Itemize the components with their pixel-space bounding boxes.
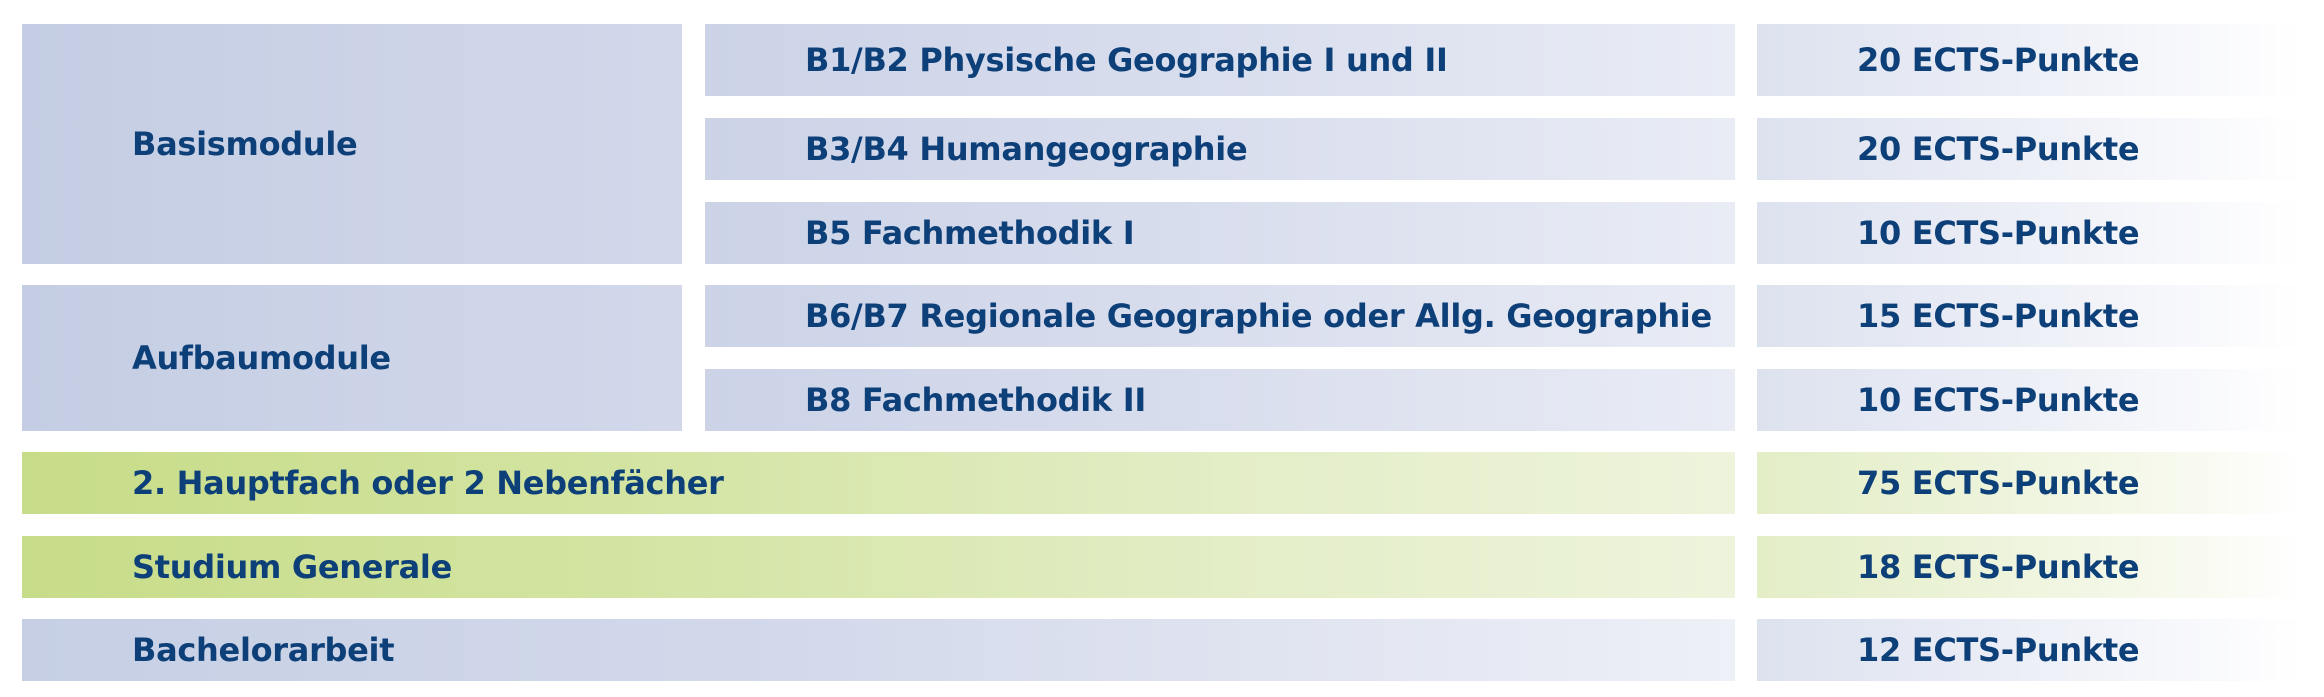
ects-value: 15 ECTS-Punkte bbox=[1857, 297, 2140, 335]
ects-cell: 10 ECTS-Punkte bbox=[1757, 369, 2302, 431]
ects-cell: 20 ECTS-Punkte bbox=[1757, 118, 2302, 180]
row-label: Studium Generale bbox=[132, 548, 452, 586]
module-name: B5 Fachmethodik I bbox=[805, 214, 1135, 252]
module-row: B6/B7 Regionale Geographie oder Allg. Ge… bbox=[705, 285, 1735, 347]
module-row: B1/B2 Physische Geographie I und II bbox=[705, 24, 1735, 96]
module-row: B3/B4 Humangeographie bbox=[705, 118, 1735, 180]
ects-cell: 75 ECTS-Punkte bbox=[1757, 452, 2302, 514]
ects-value: 10 ECTS-Punkte bbox=[1857, 381, 2140, 419]
group-label: Basismodule bbox=[132, 125, 358, 163]
ects-cell: 15 ECTS-Punkte bbox=[1757, 285, 2302, 347]
row-second-major: 2. Hauptfach oder 2 Nebenfächer bbox=[22, 452, 1735, 514]
module-name: B3/B4 Humangeographie bbox=[805, 130, 1248, 168]
ects-value: 20 ECTS-Punkte bbox=[1857, 130, 2140, 168]
ects-value: 12 ECTS-Punkte bbox=[1857, 631, 2140, 669]
group-aufbaumodule: Aufbaumodule bbox=[22, 285, 682, 431]
ects-cell: 10 ECTS-Punkte bbox=[1757, 202, 2302, 264]
group-basismodule: Basismodule bbox=[22, 24, 682, 264]
ects-value: 18 ECTS-Punkte bbox=[1857, 548, 2140, 586]
ects-value: 20 ECTS-Punkte bbox=[1857, 41, 2140, 79]
row-studium-generale: Studium Generale bbox=[22, 536, 1735, 598]
row-bachelorarbeit: Bachelorarbeit bbox=[22, 619, 1735, 681]
ects-value: 75 ECTS-Punkte bbox=[1857, 464, 2140, 502]
row-label: 2. Hauptfach oder 2 Nebenfächer bbox=[132, 464, 724, 502]
ects-value: 10 ECTS-Punkte bbox=[1857, 214, 2140, 252]
module-name: B6/B7 Regionale Geographie oder Allg. Ge… bbox=[805, 297, 1712, 335]
module-row: B8 Fachmethodik II bbox=[705, 369, 1735, 431]
ects-cell: 12 ECTS-Punkte bbox=[1757, 619, 2302, 681]
group-label: Aufbaumodule bbox=[132, 339, 391, 377]
module-name: B1/B2 Physische Geographie I und II bbox=[805, 41, 1448, 79]
ects-cell: 18 ECTS-Punkte bbox=[1757, 536, 2302, 598]
module-row: B5 Fachmethodik I bbox=[705, 202, 1735, 264]
row-label: Bachelorarbeit bbox=[132, 631, 395, 669]
ects-cell: 20 ECTS-Punkte bbox=[1757, 24, 2302, 96]
module-name: B8 Fachmethodik II bbox=[805, 381, 1146, 419]
